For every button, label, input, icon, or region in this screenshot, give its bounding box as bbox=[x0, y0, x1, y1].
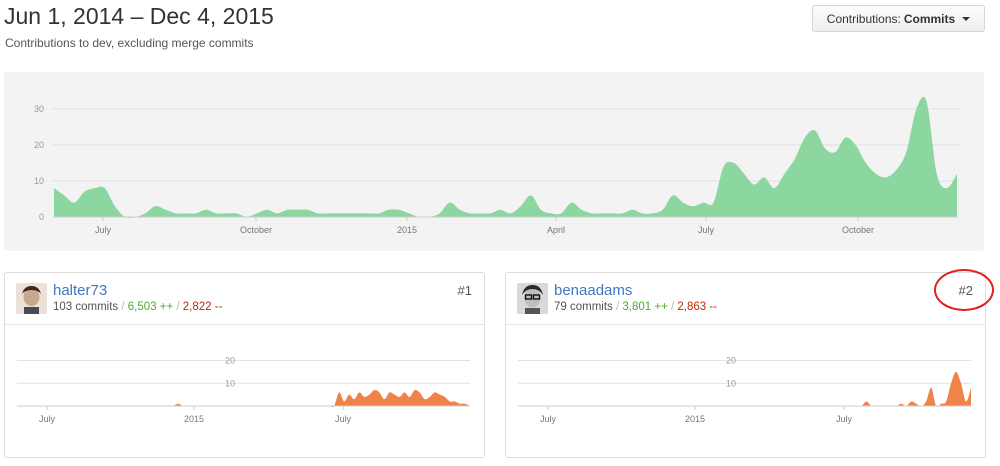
caret-down-icon bbox=[962, 16, 971, 21]
x-tick-label: July bbox=[335, 414, 352, 424]
page-subtitle: Contributions to dev, excluding merge co… bbox=[5, 36, 254, 50]
y-tick-label: 20 bbox=[726, 356, 736, 366]
additions-count: 3,801 ++ bbox=[622, 301, 668, 313]
contributor-chart: 10 20 July 2015 July bbox=[5, 326, 484, 457]
y-tick-label: 30 bbox=[34, 104, 44, 114]
avatar[interactable] bbox=[517, 283, 548, 314]
x-tick-label: October bbox=[240, 225, 272, 235]
contributor-stats: 103 commits / 6,503 ++ / 2,822 -- bbox=[53, 301, 223, 313]
area-series bbox=[54, 96, 957, 218]
commit-count: 103 commits bbox=[53, 301, 119, 313]
contributor-card: benaadams 79 commits / 3,801 ++ / 2,863 … bbox=[505, 272, 986, 458]
y-tick-label: 0 bbox=[39, 212, 44, 222]
x-tick-label: July bbox=[540, 414, 557, 424]
rank-label: #1 bbox=[457, 283, 472, 298]
x-tick-label: July bbox=[95, 225, 112, 235]
area-series bbox=[518, 371, 971, 407]
y-tick-label: 10 bbox=[726, 378, 736, 388]
contributor-chart-svg: 10 20 July 2015 July bbox=[518, 356, 971, 424]
highlight-annotation bbox=[934, 269, 994, 311]
commit-count: 79 commits bbox=[554, 301, 613, 313]
y-tick-label: 10 bbox=[225, 378, 235, 388]
x-tick-label: 2015 bbox=[685, 414, 705, 424]
y-tick-label: 20 bbox=[34, 140, 44, 150]
contributor-chart: 10 20 July 2015 July bbox=[506, 326, 985, 457]
contributor-card: halter73 103 commits / 6,503 ++ / 2,822 … bbox=[4, 272, 485, 458]
select-value: Commits bbox=[903, 11, 956, 26]
avatar[interactable] bbox=[16, 283, 47, 314]
contributor-chart-svg: 10 20 July 2015 July bbox=[17, 356, 470, 424]
x-tick-label: July bbox=[836, 414, 853, 424]
x-tick-label: 2015 bbox=[184, 414, 204, 424]
select-prefix: Contributions: bbox=[826, 11, 901, 26]
main-chart-svg: 0 10 20 30 July October 2015 April July October bbox=[34, 96, 959, 235]
additions-count: 6,503 ++ bbox=[127, 301, 174, 313]
deletions-count: 2,863 -- bbox=[677, 301, 718, 313]
contributor-header: halter73 103 commits / 6,503 ++ / 2,822 … bbox=[5, 273, 484, 325]
x-tick-label: July bbox=[698, 225, 715, 235]
main-contributions-chart: 0 10 20 30 July October 2015 April July October bbox=[4, 72, 984, 251]
contributor-name-link[interactable]: benaadams bbox=[554, 282, 633, 299]
x-tick-label: October bbox=[842, 225, 874, 235]
y-tick-label: 20 bbox=[225, 356, 235, 366]
deletions-count: 2,822 -- bbox=[182, 301, 223, 313]
contributor-header: benaadams 79 commits / 3,801 ++ / 2,863 … bbox=[506, 273, 985, 325]
contributor-name-link[interactable]: halter73 bbox=[53, 282, 108, 299]
y-tick-label: 10 bbox=[34, 176, 44, 186]
contributor-stats: 79 commits / 3,801 ++ / 2,863 -- bbox=[554, 301, 718, 313]
x-tick-label: July bbox=[39, 414, 56, 424]
page-title: Jun 1, 2014 – Dec 4, 2015 bbox=[4, 3, 274, 29]
x-tick-label: April bbox=[547, 225, 565, 235]
x-tick-label: 2015 bbox=[397, 225, 417, 235]
area-series bbox=[17, 389, 470, 408]
contributions-select[interactable]: Contributions: Commits bbox=[812, 5, 985, 32]
